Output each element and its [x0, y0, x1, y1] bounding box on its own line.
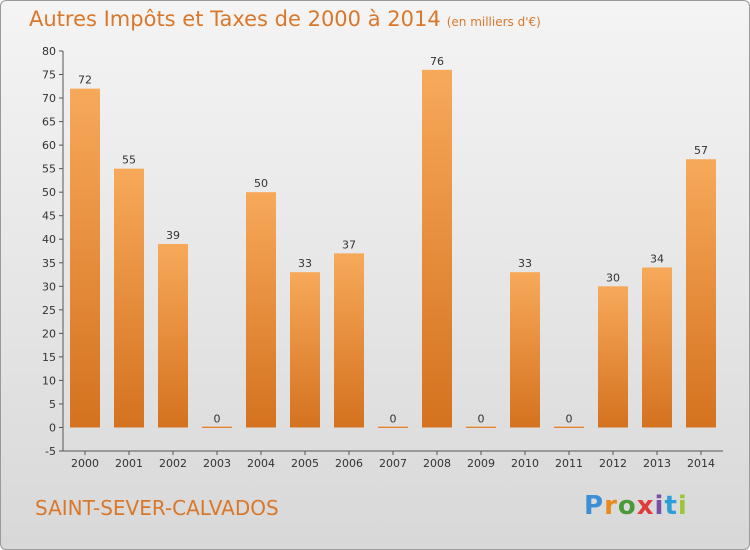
bar-2004 [246, 192, 276, 428]
y-tick-label: 35 [42, 257, 56, 270]
x-tick-label-2001: 2001 [115, 457, 143, 470]
y-tick-label: 30 [42, 280, 56, 293]
bar-2006 [334, 253, 364, 428]
value-label-2004: 50 [254, 177, 268, 190]
value-label-2001: 55 [122, 154, 136, 167]
proxiti-logo: Proxiti [584, 491, 688, 521]
y-tick-label: 65 [42, 116, 56, 129]
bar-2003 [202, 426, 232, 428]
bar-2011 [554, 426, 584, 428]
value-label-2007: 0 [390, 412, 397, 425]
bar-2001 [114, 168, 144, 428]
y-tick-label: 40 [42, 233, 56, 246]
chart-title: Autres Impôts et Taxes de 2000 à 2014 (en… [29, 7, 541, 31]
value-label-2006: 37 [342, 238, 356, 251]
bar-2012 [598, 286, 628, 428]
y-tick-label: 20 [42, 327, 56, 340]
x-tick-label-2013: 2013 [643, 457, 671, 470]
chart-title-unit: (en milliers d'€) [446, 15, 541, 29]
logo-letter: o [617, 491, 637, 521]
y-tick-label: 5 [49, 398, 56, 411]
x-tick-label-2007: 2007 [379, 457, 407, 470]
x-tick-label-2010: 2010 [511, 457, 539, 470]
value-label-2014: 57 [694, 144, 708, 157]
bar-2014 [686, 159, 716, 428]
value-label-2011: 0 [566, 412, 573, 425]
logo-letter: r [604, 491, 618, 521]
y-tick-label: 15 [42, 351, 56, 364]
y-tick-label: 60 [42, 139, 56, 152]
bar-2007 [378, 426, 408, 428]
value-label-2008: 76 [430, 55, 444, 68]
y-tick-label: 25 [42, 304, 56, 317]
y-tick-label: 75 [42, 69, 56, 82]
x-tick-label-2002: 2002 [159, 457, 187, 470]
bar-2009 [466, 426, 496, 428]
value-label-2000: 72 [78, 74, 92, 87]
logo-letter: x [636, 491, 655, 521]
chart-title-text: Autres Impôts et Taxes de 2000 à 2014 [29, 7, 441, 31]
value-label-2009: 0 [478, 412, 485, 425]
bar-2010 [510, 272, 540, 428]
value-label-2012: 30 [606, 271, 620, 284]
logo-letter: i [677, 491, 688, 521]
value-label-2005: 33 [298, 257, 312, 270]
y-tick-label: 10 [42, 374, 56, 387]
y-tick-label: -5 [45, 445, 56, 458]
y-tick-label: 45 [42, 210, 56, 223]
bar-2008 [422, 69, 452, 428]
x-tick-label-2003: 2003 [203, 457, 231, 470]
x-tick-label-2014: 2014 [687, 457, 715, 470]
x-tick-label-2006: 2006 [335, 457, 363, 470]
logo-letter: t [664, 491, 678, 521]
x-tick-label-2011: 2011 [555, 457, 583, 470]
x-tick-label-2004: 2004 [247, 457, 275, 470]
bar-2000 [70, 88, 100, 428]
y-tick-label: 0 [49, 421, 56, 434]
x-tick-label-2000: 2000 [71, 457, 99, 470]
bar-2002 [158, 243, 188, 428]
logo-letter: P [584, 491, 605, 521]
value-label-2013: 34 [650, 252, 664, 265]
bar-2005 [290, 272, 320, 428]
y-tick-label: 70 [42, 92, 56, 105]
logo-letter: i [654, 491, 665, 521]
x-tick-label-2012: 2012 [599, 457, 627, 470]
x-tick-label-2005: 2005 [291, 457, 319, 470]
y-tick-label: 50 [42, 186, 56, 199]
value-label-2003: 0 [214, 412, 221, 425]
value-label-2002: 39 [166, 229, 180, 242]
commune-name: SAINT-SEVER-CALVADOS [35, 496, 279, 520]
value-label-2010: 33 [518, 257, 532, 270]
bar-2013 [642, 267, 672, 428]
y-tick-label: 80 [42, 45, 56, 58]
x-tick-label-2009: 2009 [467, 457, 495, 470]
y-tick-label: 55 [42, 163, 56, 176]
x-tick-label-2008: 2008 [423, 457, 451, 470]
